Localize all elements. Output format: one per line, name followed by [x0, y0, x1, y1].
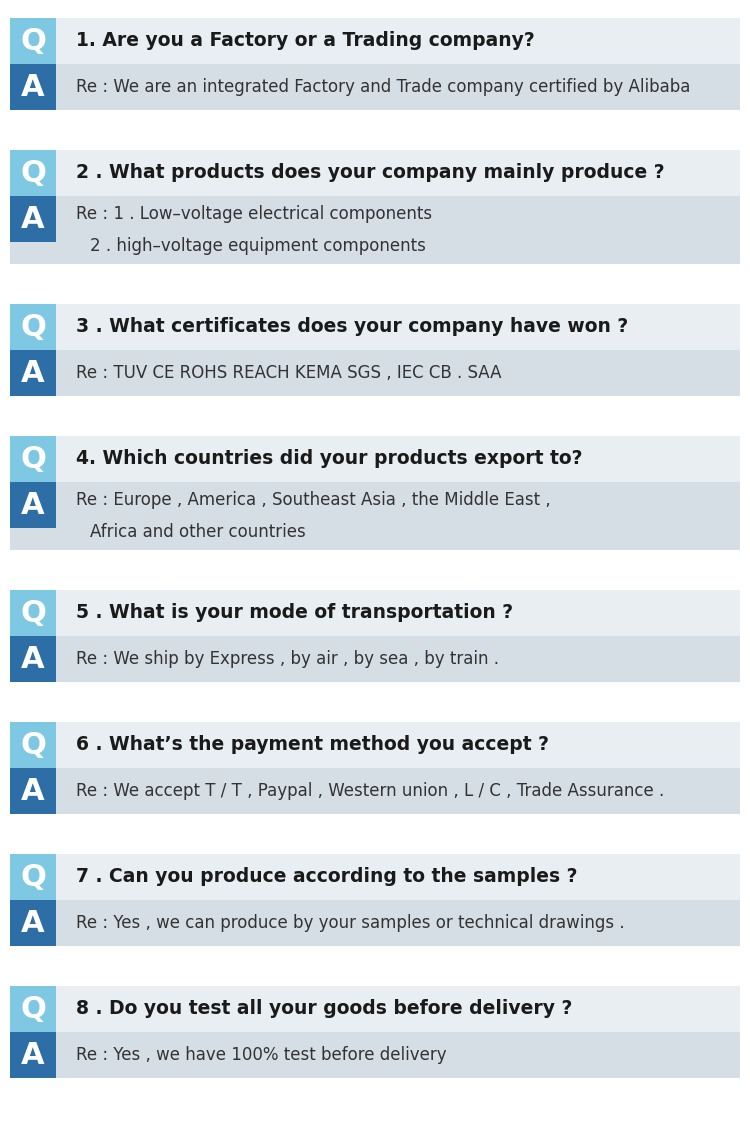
- Text: Q: Q: [20, 445, 46, 473]
- Text: A: A: [21, 490, 45, 520]
- Bar: [10, 636, 740, 682]
- Text: A: A: [21, 776, 45, 806]
- Bar: [10, 196, 56, 242]
- Text: Q: Q: [20, 863, 46, 891]
- Bar: [10, 854, 56, 900]
- Bar: [10, 590, 740, 636]
- Bar: [10, 304, 56, 350]
- Text: Re : We are an integrated Factory and Trade company certified by Alibaba: Re : We are an integrated Factory and Tr…: [76, 78, 690, 96]
- Bar: [10, 900, 56, 945]
- Text: 4. Which countries did your products export to?: 4. Which countries did your products exp…: [76, 449, 583, 469]
- Bar: [10, 900, 740, 945]
- Bar: [10, 18, 740, 64]
- Text: A: A: [21, 359, 45, 387]
- Bar: [10, 854, 740, 900]
- Text: Re : We ship by Express , by air , by sea , by train .: Re : We ship by Express , by air , by se…: [76, 650, 499, 669]
- Bar: [10, 722, 740, 768]
- Text: Q: Q: [20, 159, 46, 187]
- Text: A: A: [21, 1041, 45, 1069]
- Text: Africa and other countries: Africa and other countries: [90, 523, 306, 541]
- Bar: [10, 18, 56, 64]
- Bar: [10, 436, 740, 482]
- Text: A: A: [21, 645, 45, 673]
- Bar: [10, 350, 740, 396]
- Text: 3 . What certificates does your company have won ?: 3 . What certificates does your company …: [76, 318, 628, 336]
- Bar: [10, 768, 740, 814]
- Text: Q: Q: [20, 26, 46, 56]
- Text: Q: Q: [20, 731, 46, 759]
- Bar: [10, 64, 56, 110]
- Bar: [10, 482, 740, 550]
- Bar: [10, 986, 740, 1032]
- Bar: [10, 150, 56, 196]
- Text: Re : 1 . Low–voltage electrical components: Re : 1 . Low–voltage electrical componen…: [76, 205, 432, 222]
- Text: Q: Q: [20, 994, 46, 1024]
- Bar: [10, 768, 56, 814]
- Bar: [10, 1032, 56, 1078]
- Text: Q: Q: [20, 598, 46, 628]
- Text: 7 . Can you produce according to the samples ?: 7 . Can you produce according to the sam…: [76, 867, 578, 886]
- Text: 6 . What’s the payment method you accept ?: 6 . What’s the payment method you accept…: [76, 735, 549, 755]
- Bar: [10, 986, 56, 1032]
- Text: 5 . What is your mode of transportation ?: 5 . What is your mode of transportation …: [76, 604, 513, 622]
- Text: Re : Yes , we have 100% test before delivery: Re : Yes , we have 100% test before deli…: [76, 1046, 447, 1063]
- Bar: [10, 636, 56, 682]
- Bar: [10, 436, 56, 482]
- Text: A: A: [21, 908, 45, 938]
- Text: A: A: [21, 204, 45, 234]
- Text: 2 . What products does your company mainly produce ?: 2 . What products does your company main…: [76, 163, 664, 183]
- Text: 8 . Do you test all your goods before delivery ?: 8 . Do you test all your goods before de…: [76, 1000, 572, 1018]
- Bar: [10, 722, 56, 768]
- Bar: [10, 350, 56, 396]
- Bar: [10, 590, 56, 636]
- Text: Re : Yes , we can produce by your samples or technical drawings .: Re : Yes , we can produce by your sample…: [76, 914, 625, 932]
- Text: Re : TUV CE ROHS REACH KEMA SGS , IEC CB . SAA: Re : TUV CE ROHS REACH KEMA SGS , IEC CB…: [76, 364, 502, 382]
- Bar: [10, 196, 740, 264]
- Bar: [10, 150, 740, 196]
- Text: Re : We accept T / T , Paypal , Western union , L / C , Trade Assurance .: Re : We accept T / T , Paypal , Western …: [76, 782, 664, 800]
- Bar: [10, 482, 56, 528]
- Text: A: A: [21, 73, 45, 101]
- Bar: [10, 64, 740, 110]
- Text: Q: Q: [20, 312, 46, 342]
- Text: 2 . high–voltage equipment components: 2 . high–voltage equipment components: [90, 237, 426, 255]
- Bar: [10, 1032, 740, 1078]
- Bar: [10, 304, 740, 350]
- Text: Re : Europe , America , Southeast Asia , the Middle East ,: Re : Europe , America , Southeast Asia ,…: [76, 491, 550, 508]
- Text: 1. Are you a Factory or a Trading company?: 1. Are you a Factory or a Trading compan…: [76, 32, 535, 50]
